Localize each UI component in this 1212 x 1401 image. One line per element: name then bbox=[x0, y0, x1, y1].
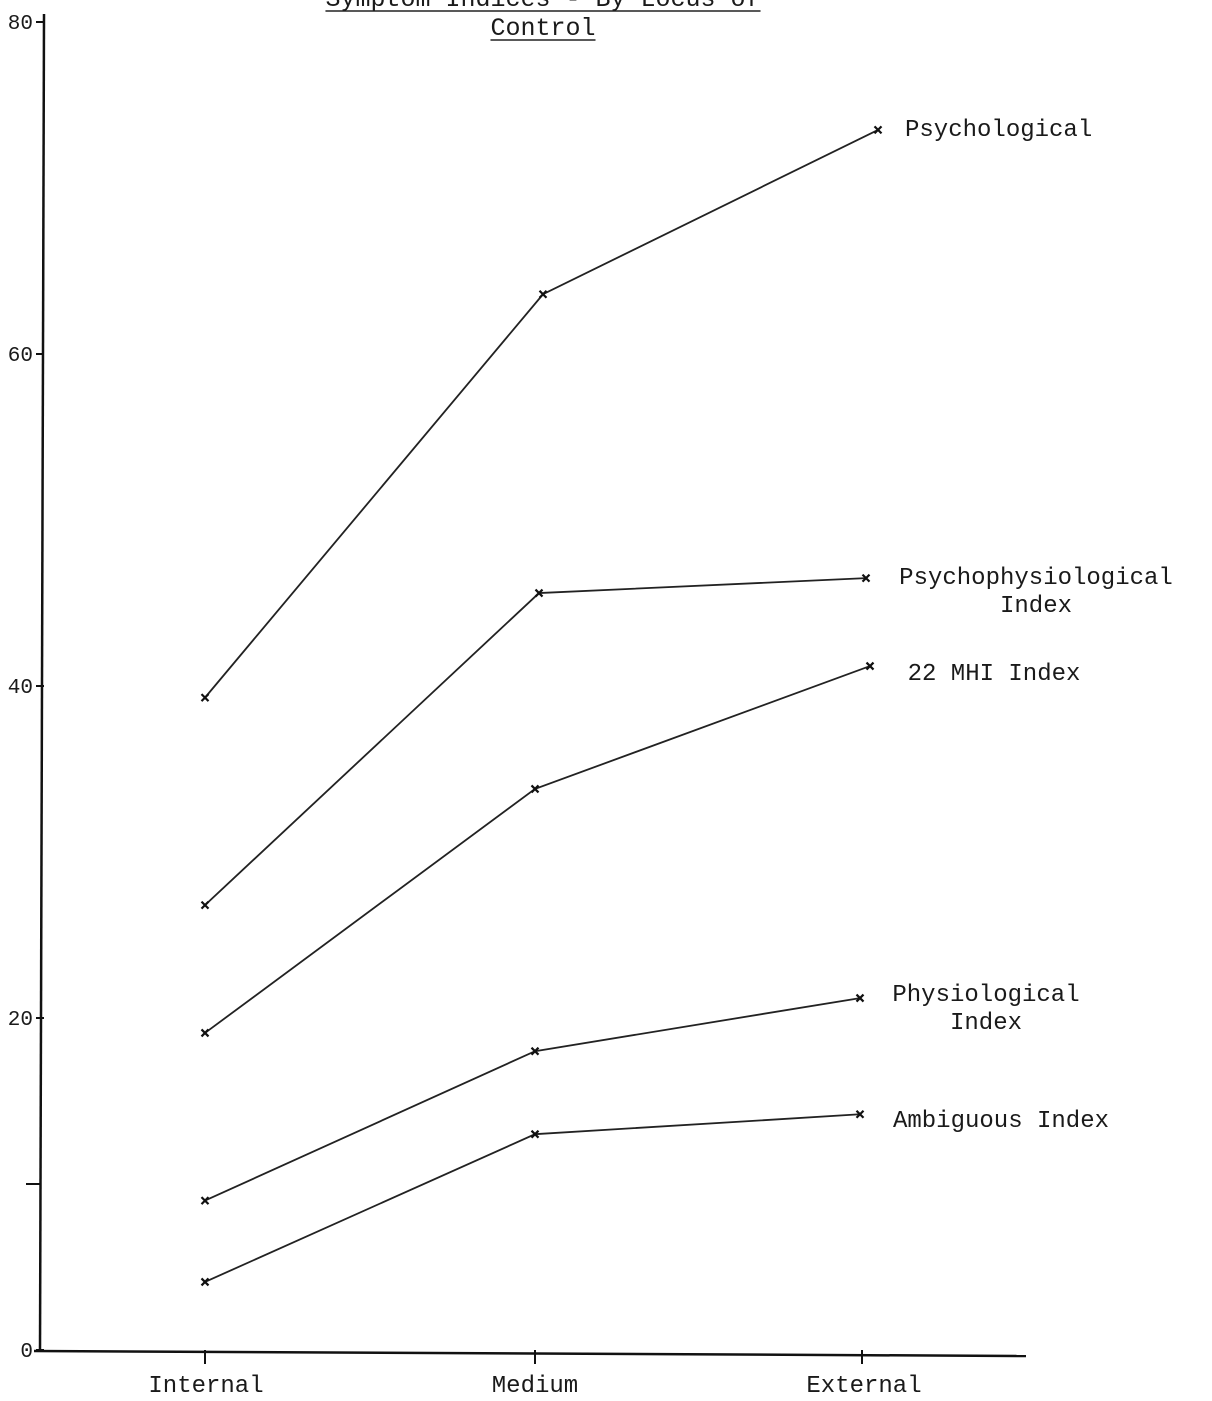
series-label: 22 MHI Index bbox=[908, 661, 1081, 688]
data-point-marker bbox=[200, 1028, 210, 1038]
series-path bbox=[204, 997, 861, 1202]
series-path bbox=[204, 129, 879, 699]
data-point-marker bbox=[865, 661, 875, 671]
x-tick-label: Medium bbox=[492, 1373, 578, 1400]
series-label: Physiological bbox=[892, 982, 1079, 1009]
data-point-marker bbox=[861, 573, 871, 583]
series-line-1 bbox=[200, 573, 871, 910]
data-point-marker bbox=[200, 1277, 210, 1287]
series-path bbox=[204, 665, 871, 1034]
y-tick-label: 60 bbox=[8, 345, 33, 368]
y-axis-ticks: 0 20 40 60 80 bbox=[8, 13, 44, 1364]
x-tick-label: Internal bbox=[148, 1373, 263, 1400]
data-point-marker bbox=[538, 289, 548, 299]
data-point-marker bbox=[200, 693, 210, 702]
chart-title-line: Symptom Indices - By Locus of bbox=[325, 0, 760, 14]
series-path bbox=[204, 1113, 861, 1283]
y-axis bbox=[38, 13, 46, 1353]
data-point-marker bbox=[873, 125, 883, 135]
data-point-marker bbox=[200, 900, 210, 910]
data-point-marker bbox=[855, 993, 865, 1003]
data-point-marker bbox=[530, 784, 540, 794]
data-point-marker bbox=[530, 1046, 540, 1056]
y-tick-label: 20 bbox=[8, 1009, 33, 1032]
series-lines bbox=[200, 125, 883, 1287]
y-tick-label: 40 bbox=[8, 677, 33, 700]
y-tick-label: 80 bbox=[8, 13, 33, 36]
data-point-marker bbox=[530, 1129, 540, 1139]
series-line-4 bbox=[200, 1110, 865, 1287]
series-label: Ambiguous Index bbox=[893, 1108, 1109, 1135]
x-axis bbox=[33, 1349, 1027, 1358]
axes bbox=[33, 13, 1027, 1358]
series-label: Psychophysiological bbox=[899, 565, 1173, 592]
x-axis-ticks: Internal Medium External bbox=[148, 1350, 922, 1400]
chart-title: Symptom Indices - By Locus ofControl bbox=[325, 0, 761, 43]
data-point-marker bbox=[534, 588, 544, 598]
data-point-marker bbox=[200, 1196, 210, 1205]
series-label: Index bbox=[950, 1010, 1022, 1037]
series-line-2 bbox=[200, 661, 875, 1038]
chart-title-line: Control bbox=[490, 14, 595, 43]
x-tick-label: External bbox=[806, 1373, 921, 1400]
series-label: Psychological bbox=[905, 117, 1092, 144]
series-path bbox=[204, 577, 867, 906]
y-tick-label: 0 bbox=[20, 1341, 33, 1364]
series-line-3 bbox=[200, 993, 865, 1205]
series-labels: PsychologicalPsychophysiologicalIndex22 … bbox=[892, 117, 1172, 1135]
series-line-0 bbox=[200, 125, 883, 702]
series-label: Index bbox=[1000, 593, 1072, 620]
data-point-marker bbox=[855, 1110, 865, 1119]
